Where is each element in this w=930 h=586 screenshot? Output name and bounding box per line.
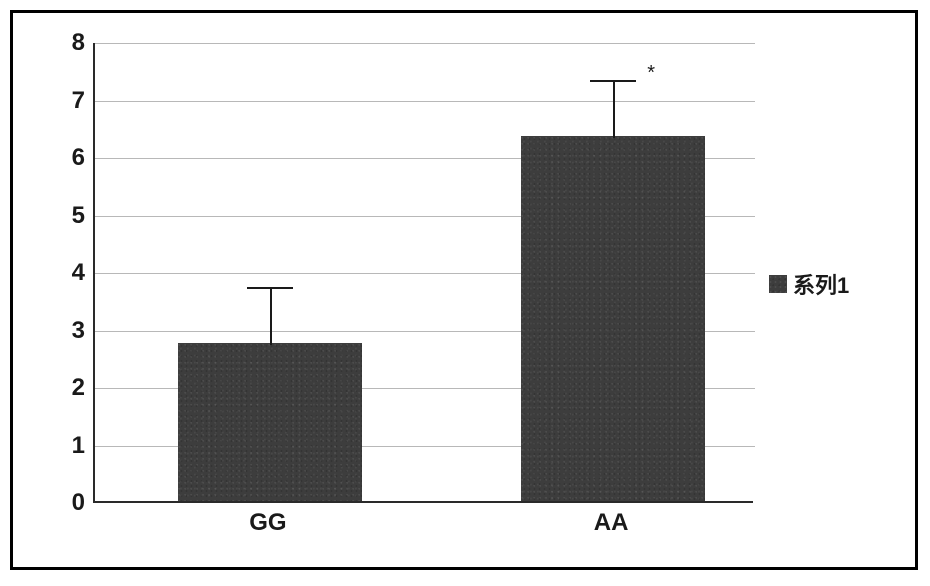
x-tick-label: GG [249,509,286,537]
x-tick-label: AA [594,509,629,537]
y-tick-label: 4 [45,259,85,287]
error-bar [613,80,615,138]
y-tick-label: 5 [45,202,85,230]
y-tick-label: 3 [45,317,85,345]
gridline [95,101,755,102]
y-tick-label: 0 [45,489,85,517]
error-bar [270,287,272,345]
plot-area [93,43,753,503]
y-tick-label: 6 [45,144,85,172]
bar [178,343,363,501]
error-bar-cap [247,287,293,289]
legend-label: 系列1 [793,268,849,300]
y-tick-label: 8 [45,29,85,57]
bar [521,136,706,501]
legend-swatch [769,275,787,293]
gridline [95,43,755,44]
error-bar-cap [590,80,636,82]
legend: 系列1 [769,268,849,300]
significance-mark: * [647,62,655,85]
plot-container: 012345678GGAA* [93,43,753,503]
chart-frame: 012345678GGAA* 系列1 [10,10,918,570]
y-tick-label: 2 [45,374,85,402]
y-tick-label: 1 [45,432,85,460]
y-tick-label: 7 [45,87,85,115]
